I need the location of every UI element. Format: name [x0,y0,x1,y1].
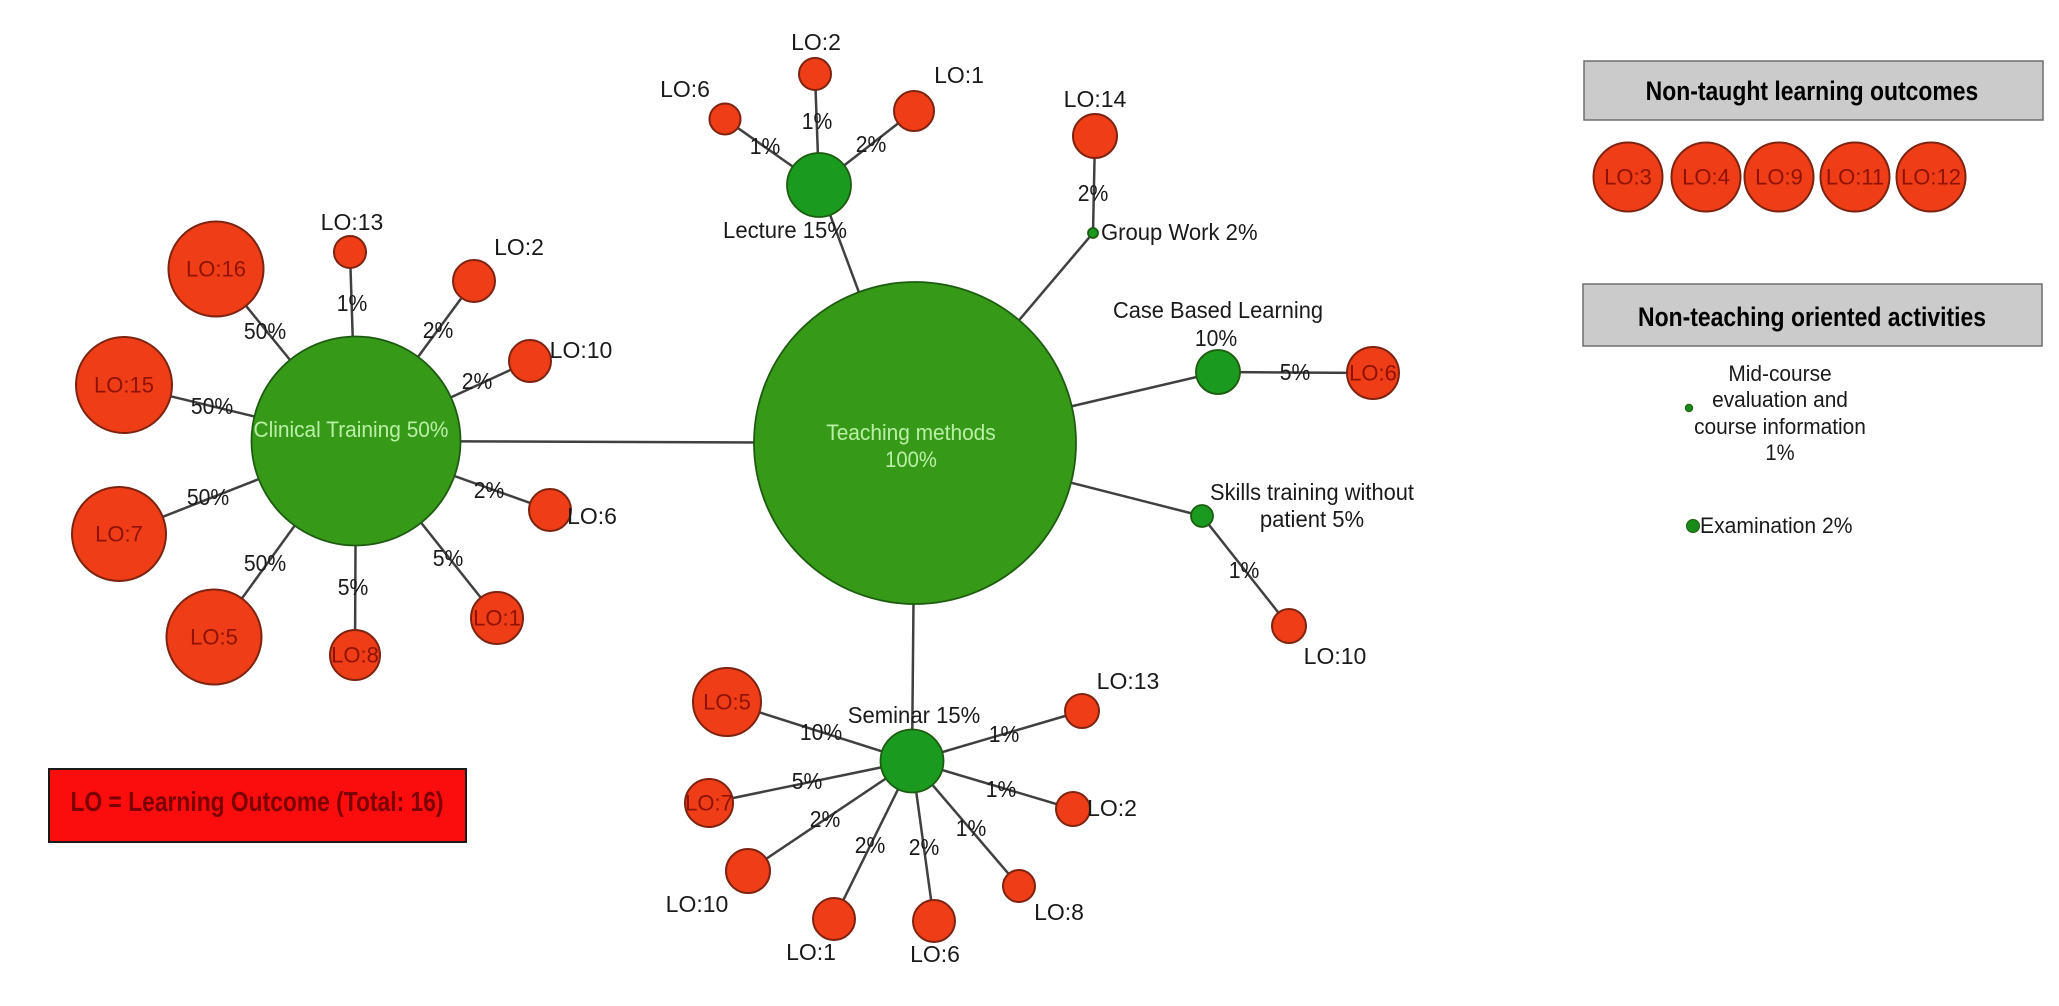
svg-text:LO:2: LO:2 [1087,795,1137,821]
svg-text:patient 5%: patient 5% [1260,507,1364,533]
svg-text:100%: 100% [885,448,937,472]
svg-text:LO:6: LO:6 [660,76,710,102]
svg-text:10%: 10% [800,719,842,745]
svg-text:10%: 10% [1195,325,1237,351]
svg-text:course information: course information [1694,415,1866,440]
svg-text:Lecture 15%: Lecture 15% [723,218,847,244]
svg-text:2%: 2% [474,477,505,503]
svg-text:Teaching methods: Teaching methods [826,421,995,446]
svg-text:Skills training without: Skills training without [1210,479,1415,505]
svg-text:Non-teaching oriented activiti: Non-teaching oriented activities [1638,302,1986,332]
svg-text:Seminar 15%: Seminar 15% [848,703,980,729]
svg-text:LO:7: LO:7 [95,522,143,547]
svg-text:Mid-course: Mid-course [1728,362,1831,387]
svg-text:1%: 1% [989,721,1020,747]
svg-text:LO:6: LO:6 [910,941,960,967]
svg-text:LO:4: LO:4 [1682,165,1730,190]
svg-text:Clinical Training 50%: Clinical Training 50% [254,418,449,443]
svg-text:LO = Learning Outcome (Total:: LO = Learning Outcome (Total: 16) [71,787,444,817]
svg-text:LO:3: LO:3 [1604,165,1652,190]
svg-text:LO:11: LO:11 [1826,165,1884,190]
svg-text:2%: 2% [462,368,493,394]
svg-text:LO:12: LO:12 [1901,165,1961,190]
svg-text:evaluation and: evaluation and [1712,388,1848,413]
svg-text:LO:8: LO:8 [1034,899,1084,925]
svg-text:2%: 2% [856,131,887,157]
svg-text:50%: 50% [191,393,233,419]
svg-text:LO:13: LO:13 [321,209,384,235]
svg-text:LO:1: LO:1 [473,606,521,631]
svg-text:50%: 50% [244,550,286,576]
svg-text:2%: 2% [855,832,886,858]
svg-text:1%: 1% [1765,441,1794,465]
svg-text:1%: 1% [1229,557,1260,583]
svg-text:2%: 2% [909,834,940,860]
svg-text:5%: 5% [433,545,464,571]
svg-text:LO:7: LO:7 [685,791,733,816]
svg-text:LO:6: LO:6 [567,503,617,529]
svg-text:LO:2: LO:2 [494,234,544,260]
svg-text:2%: 2% [423,317,454,343]
svg-text:50%: 50% [244,318,286,344]
svg-text:2%: 2% [1078,180,1109,206]
svg-text:1%: 1% [337,290,368,316]
svg-text:LO:5: LO:5 [703,690,751,715]
svg-text:1%: 1% [956,815,987,841]
svg-text:Case Based Learning: Case Based Learning [1113,297,1323,323]
svg-text:LO:1: LO:1 [934,62,984,88]
svg-text:LO:6: LO:6 [1349,361,1397,386]
svg-text:LO:8: LO:8 [331,643,379,668]
svg-text:1%: 1% [750,133,781,159]
svg-text:2%: 2% [810,806,841,832]
svg-text:50%: 50% [187,484,229,510]
svg-text:LO:2: LO:2 [791,29,841,55]
svg-text:LO:9: LO:9 [1755,165,1803,190]
svg-text:LO:10: LO:10 [550,337,613,363]
svg-text:LO:10: LO:10 [1304,643,1367,669]
svg-text:5%: 5% [792,768,823,794]
svg-text:LO:5: LO:5 [190,625,238,650]
svg-text:LO:10: LO:10 [666,891,729,917]
svg-text:LO:13: LO:13 [1097,668,1160,694]
svg-text:1%: 1% [802,108,833,134]
svg-text:LO:15: LO:15 [94,373,154,398]
svg-text:Examination 2%: Examination 2% [1700,513,1852,539]
svg-text:Group Work 2%: Group Work 2% [1101,220,1258,246]
svg-text:5%: 5% [1280,359,1311,385]
svg-text:LO:16: LO:16 [186,257,246,282]
svg-text:Non-taught learning outcomes: Non-taught learning outcomes [1646,76,1979,106]
svg-text:LO:14: LO:14 [1064,86,1127,112]
svg-text:5%: 5% [338,574,369,600]
svg-text:LO:1: LO:1 [786,939,836,965]
svg-text:1%: 1% [986,776,1017,802]
